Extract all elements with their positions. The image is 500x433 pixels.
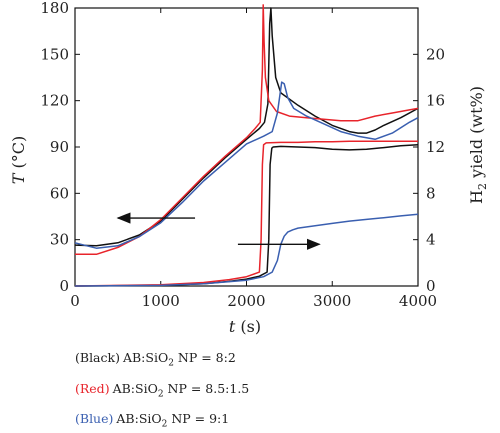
annotations [116, 212, 321, 250]
legend: (Black) AB:SiO2 NP = 8:2 (Red) AB:SiO2 NP … [75, 350, 249, 433]
y-left-tick-label: 30 [50, 231, 69, 249]
legend-item-black: (Black) AB:SiO2 NP = 8:2 [75, 350, 249, 372]
x-tick-label: 4000 [399, 292, 437, 310]
legend-rest: NP = 8.5:1.5 [163, 380, 250, 396]
y-axis-left-title: T (°C) [9, 136, 28, 184]
y-left-tick-label: 60 [50, 184, 69, 202]
y-right-tick-label: 4 [426, 231, 436, 249]
y-left-tick-label: 120 [40, 92, 69, 110]
x-axis-title: t (s) [229, 317, 261, 336]
series-line-temp-1 [75, 4, 419, 256]
legend-item-blue: (Blue) AB:SiO2 NP = 9:1 [75, 411, 249, 433]
legend-sub: 2 [168, 358, 174, 369]
x-tick-label: 2000 [227, 292, 265, 310]
y-left-tick-label: 150 [40, 45, 69, 63]
y-right-tick-label: 12 [426, 138, 445, 156]
series-group [74, 4, 419, 287]
y-right-tick-label: 20 [426, 45, 445, 63]
legend-sub: 2 [157, 389, 164, 399]
legend-rest: NP = 8:2 [173, 350, 236, 365]
x-tick-label: 3000 [313, 292, 351, 310]
legend-tag: (Red) [75, 380, 110, 396]
x-tick-label: 1000 [142, 292, 180, 310]
y-right-tick-label: 16 [426, 92, 445, 110]
chart: 0 1000 2000 3000 400003060901201501800481216… [9, 0, 489, 336]
legend-rest: NP = 9:1 [167, 411, 230, 426]
series-line-h2-3 [74, 143, 419, 287]
legend-tag: (Blue) [75, 411, 114, 426]
y-left-tick-label: 0 [59, 277, 69, 295]
series-line-h2-5 [74, 213, 419, 287]
legend-sub: 2 [161, 419, 168, 430]
axis-ticks: 0 1000 2000 3000 400003060901201501800481216… [40, 0, 445, 310]
legend-tag: (Black) [75, 350, 120, 365]
y-right-tick-label: 0 [426, 277, 436, 295]
y-axis-right-title: H2 yield (wt%) [467, 86, 489, 204]
legend-item-red: (Red) AB:SiO2 NP = 8.5:1.5 [75, 381, 249, 403]
legend-text: AB:SiO [116, 411, 162, 426]
series-line-temp-2 [74, 81, 419, 249]
y-right-tick-label: 8 [426, 184, 436, 202]
legend-text: AB:SiO [122, 350, 169, 365]
x-tick-label: 0 [70, 292, 80, 310]
series-line-h2-4 [74, 140, 418, 287]
series-line-temp-0 [74, 7, 419, 247]
y-left-tick-label: 90 [50, 138, 69, 156]
legend-text: AB:SiO [112, 380, 158, 396]
y-left-tick-label: 180 [40, 0, 69, 17]
